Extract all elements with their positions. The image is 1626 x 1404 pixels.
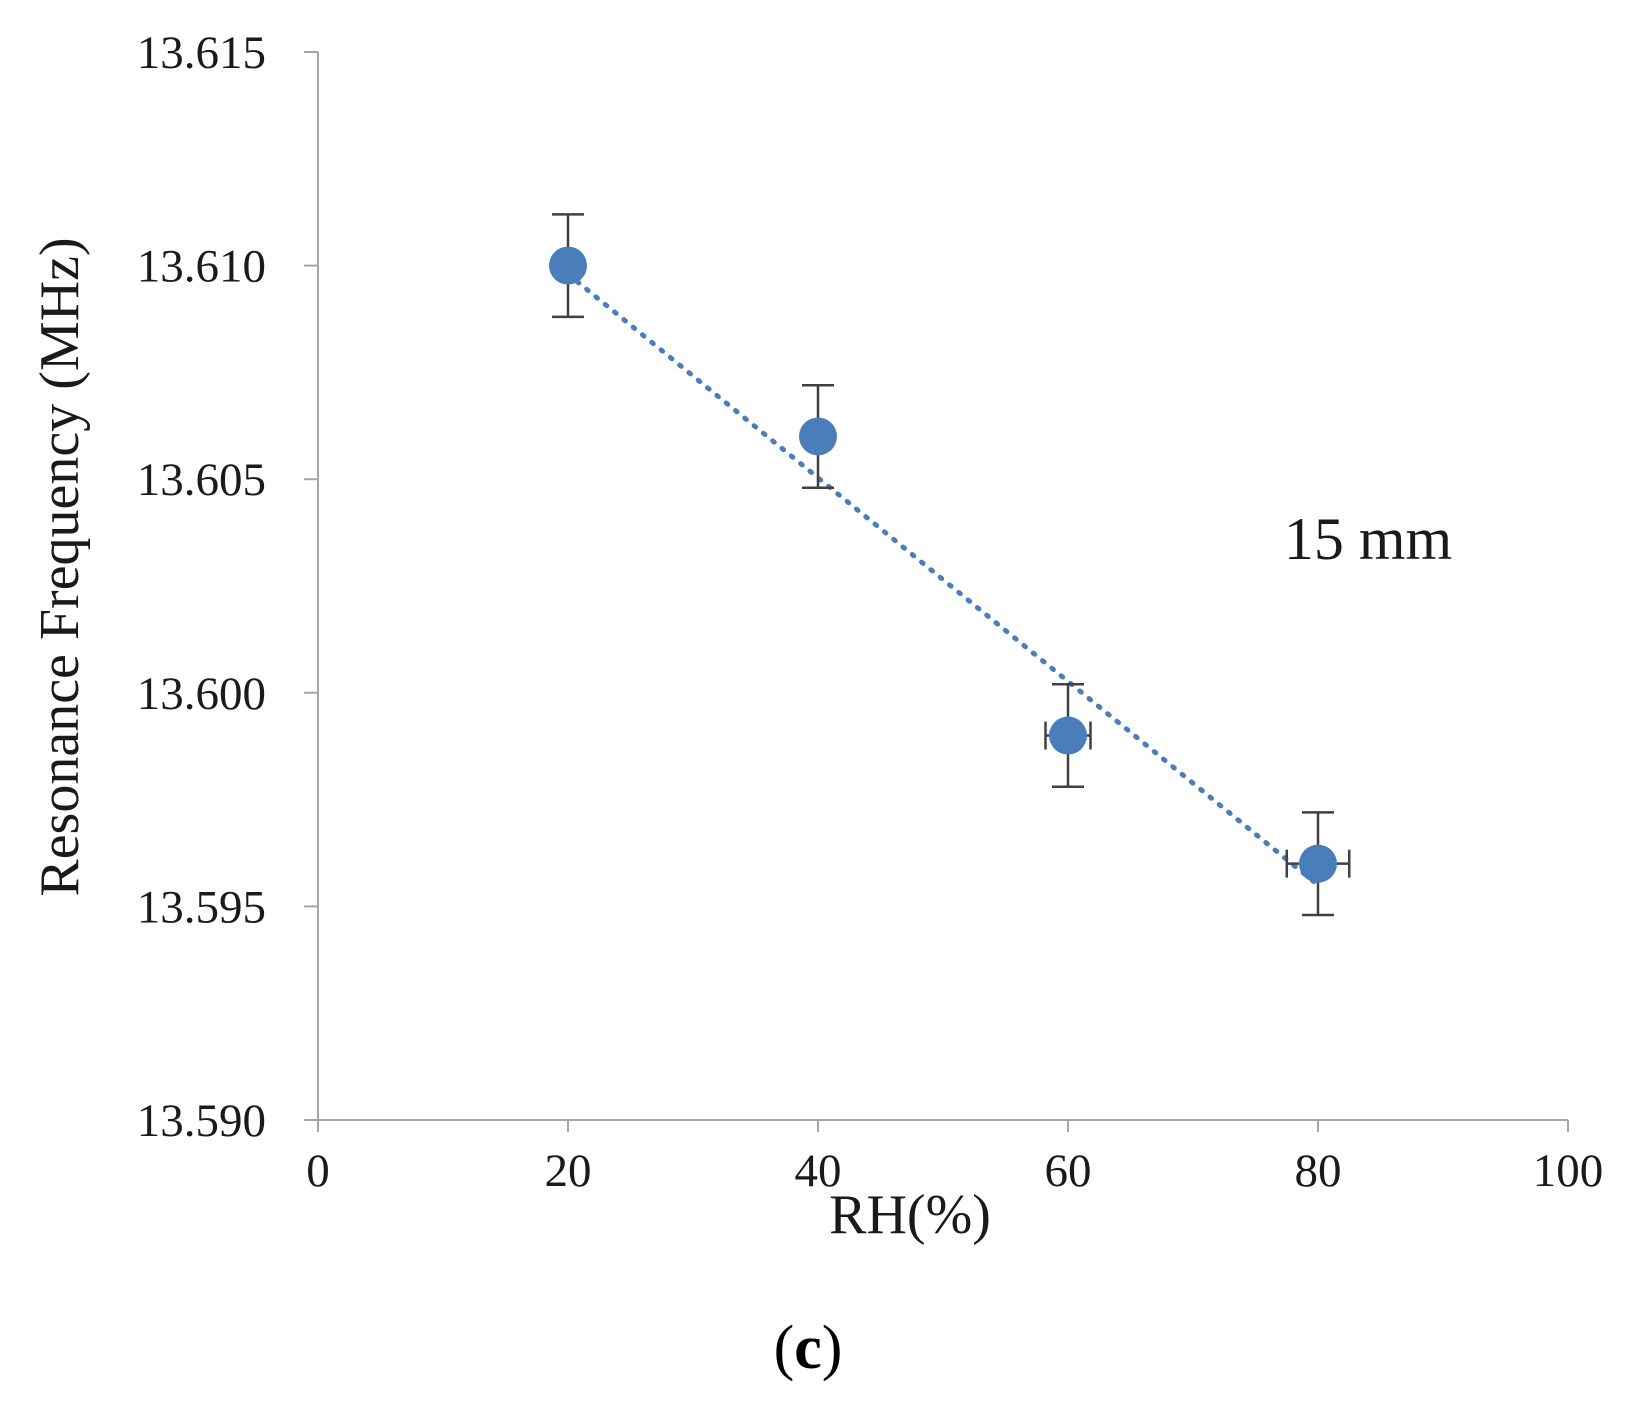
x-tick-label: 80 bbox=[1295, 1145, 1342, 1197]
data-point bbox=[799, 417, 837, 456]
data-point bbox=[1299, 844, 1337, 883]
x-tick-label: 60 bbox=[1045, 1145, 1092, 1197]
axes bbox=[317, 52, 1568, 1121]
panel-label-letter: c bbox=[794, 1314, 822, 1382]
y-tick-label: 13.605 bbox=[137, 454, 266, 506]
x-axis-ticks: 0 20 40 60 80 100 bbox=[306, 1120, 1603, 1197]
data-points bbox=[549, 246, 1337, 883]
y-tick-label: 13.610 bbox=[137, 241, 266, 293]
x-tick-label: 20 bbox=[545, 1145, 592, 1197]
y-tick-label: 13.590 bbox=[137, 1095, 266, 1147]
series-annotation: 15 mm bbox=[1284, 506, 1452, 572]
y-tick-label: 13.615 bbox=[137, 27, 266, 79]
trendline bbox=[565, 271, 1321, 888]
data-point bbox=[549, 246, 587, 285]
error-bars bbox=[552, 213, 1351, 917]
y-tick-label: 13.600 bbox=[137, 668, 266, 720]
panel-label: (c) bbox=[774, 1314, 843, 1382]
y-tick-label: 13.595 bbox=[137, 881, 266, 933]
trendlines bbox=[565, 271, 1321, 888]
panel-label-open-paren: ( bbox=[774, 1314, 795, 1382]
x-axis-title: RH(%) bbox=[829, 1184, 991, 1246]
x-tick-label: 0 bbox=[306, 1145, 330, 1197]
y-axis-title: Resonance Frequency (MHz) bbox=[29, 237, 91, 896]
panel-label-close-paren: ) bbox=[822, 1314, 843, 1382]
x-tick-label: 40 bbox=[795, 1145, 842, 1197]
x-tick-label: 100 bbox=[1533, 1145, 1604, 1197]
data-point bbox=[1049, 716, 1087, 755]
y-axis-ticks: 13.590 13.595 13.600 13.605 13.610 13.615 bbox=[137, 27, 318, 1147]
